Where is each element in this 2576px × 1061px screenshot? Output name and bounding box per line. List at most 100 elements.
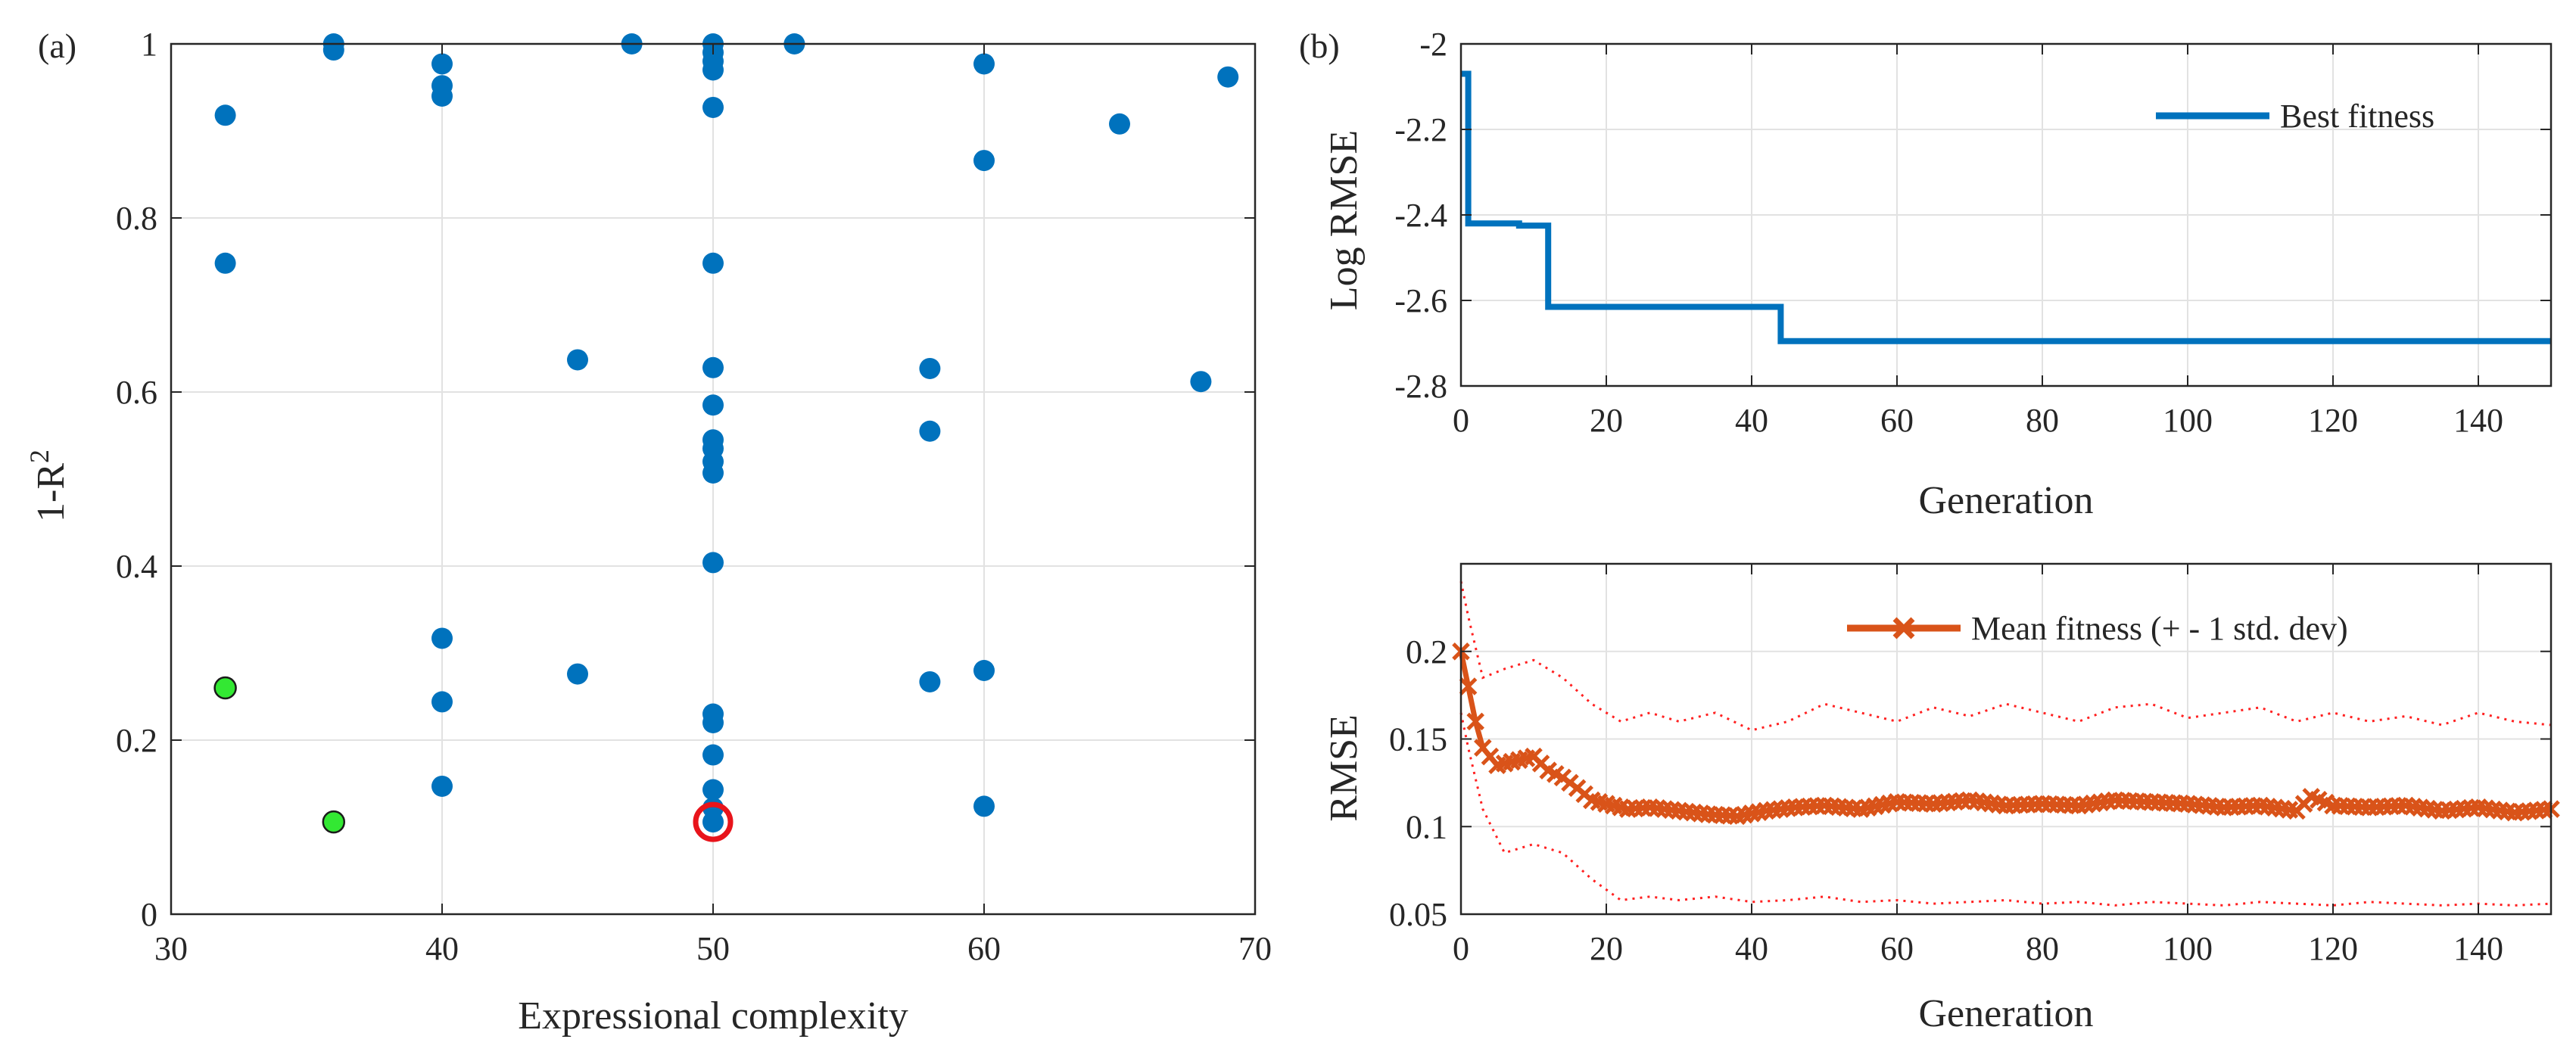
panel-a-point-models-10 xyxy=(567,349,588,371)
panel-c-mean-marker-34-b xyxy=(1699,805,1718,823)
panel-a-ylabel-sup: 2 xyxy=(24,450,55,463)
panel-a-ylabel-base: 1-R xyxy=(30,463,73,522)
panel-b-xtick-label-0: 0 xyxy=(1453,402,1469,439)
panel-b-legend: Best fitness xyxy=(2156,98,2434,135)
panel-c-mean-marker-114-b xyxy=(2280,801,2299,819)
panel-c-xtick-label-0: 0 xyxy=(1453,930,1469,967)
panel-c-xtick-label-4: 80 xyxy=(2026,930,2059,967)
panel-c-mean-marker-132-b xyxy=(2411,798,2429,817)
panel-b-ytick-label-0: -2.8 xyxy=(1394,368,1447,405)
panel-c-mean-marker-122-b xyxy=(2338,797,2356,816)
panel-c-mean-marker-74-b xyxy=(1989,795,2008,814)
panel-c-lines xyxy=(1452,580,2560,907)
panel-c-series-upper-std-line xyxy=(1459,580,2552,732)
panel-c-mean-marker-97-b xyxy=(2157,794,2175,812)
panel-a-point-models-33 xyxy=(919,420,941,442)
panel-a-point-models-39 xyxy=(1109,113,1130,135)
panel-c-mean-fitness: 0 20 40 60 80 100 120 140 0.05 0.1 0.15 0.2 Generat… xyxy=(1322,562,2560,1035)
panel-a-ytick-label-2: 0.4 xyxy=(116,548,157,585)
panel-c-mean-marker-144-b xyxy=(2498,802,2517,821)
panel-c-mean-marker-70-b xyxy=(1961,791,1979,810)
panel-a-ticks: 30 40 50 60 70 0 0.2 0.4 0.6 0.8 1 xyxy=(116,26,1272,967)
panel-c-mean-marker-100-b xyxy=(2179,795,2197,813)
panel-c-legend: Mean fitness (+ - 1 std. dev) xyxy=(1847,610,2348,647)
panel-c-mean-marker-140-b xyxy=(2469,798,2487,817)
panel-a-point-models-35 xyxy=(973,53,995,75)
panel-c-mean-marker-99-b xyxy=(2171,794,2190,813)
panel-a-point-models-32 xyxy=(919,357,941,379)
panel-c-mean-marker-80-b xyxy=(2033,795,2051,813)
panel-c-mean-marker-26-b xyxy=(1640,798,1659,817)
panel-c-mean-marker-119-b xyxy=(2316,793,2335,812)
panel-a-point-models-24 xyxy=(702,462,724,484)
panel-c-mean-marker-1 xyxy=(1459,677,1478,695)
panel-a-point-models-41 xyxy=(1217,66,1239,88)
panel-b-ytick-label-4: -2 xyxy=(1419,26,1447,63)
panel-a-xlabel: Expressional complexity xyxy=(518,994,908,1038)
panel-c-mean-marker-110-b xyxy=(2251,796,2269,815)
panel-a-ylabel: 1-R2 xyxy=(24,450,73,522)
panel-c-mean-marker-31-b xyxy=(1677,802,1696,821)
panel-c-mean-marker-117-b xyxy=(2302,788,2320,806)
panel-c-mean-marker-37-b xyxy=(1721,807,1739,825)
panel-a-point-models-37 xyxy=(973,660,995,681)
panel-a-points xyxy=(213,33,1239,842)
panel-a-point-models-4 xyxy=(431,53,453,75)
panel-a-point-models-19 xyxy=(702,356,724,378)
panel-c-mean-marker-53-b xyxy=(1837,798,1855,817)
panel-c-mean-marker-120-b xyxy=(2324,796,2342,815)
panel-c-mean-marker-113-b xyxy=(2273,799,2291,818)
panel-c-mean-marker-12-b xyxy=(1539,761,1557,779)
panel-c-xtick-label-6: 120 xyxy=(2308,930,2358,967)
panel-c-mean-marker-63-b xyxy=(1910,794,1928,812)
panel-c-mean-marker-111-b xyxy=(2258,798,2277,816)
panel-b-series-best-fitness-line xyxy=(1461,70,2551,344)
panel-c-legend-marker xyxy=(1892,617,1915,639)
panel-c-mean-marker-1-b xyxy=(1459,677,1478,695)
panel-c-mean-marker-30-b xyxy=(1670,801,1688,820)
panel-a-ytick-label-0: 0 xyxy=(141,896,157,933)
panel-a-point-models-1 xyxy=(214,252,236,274)
panel-c-mean-marker-83-b xyxy=(2055,795,2073,814)
panel-c-xtick-label-2: 40 xyxy=(1735,930,1768,967)
panel-a-label: (a) xyxy=(38,26,76,65)
panel-a-point-models-29 xyxy=(702,779,724,801)
panel-b-label: (b) xyxy=(1299,26,1340,65)
panel-c-mean-marker-102-b xyxy=(2193,796,2211,814)
panel-c-mean-marker-3-b xyxy=(1474,739,1492,757)
panel-a-point-selected-0-ring xyxy=(693,801,734,842)
panel-c-mean-marker-104-b xyxy=(2207,798,2226,816)
panel-c-ytick-label-2: 0.15 xyxy=(1389,721,1447,758)
panel-c-mean-marker-36-b xyxy=(1713,806,1732,824)
panel-b-ytick-label-1: -2.6 xyxy=(1394,282,1447,319)
panel-c-mean-marker-72-b xyxy=(1975,793,1993,812)
panel-c-mean-marker-54-b xyxy=(1844,799,1863,817)
panel-a-xtick-label-0: 30 xyxy=(154,930,188,967)
panel-c-mean-marker-134-b xyxy=(2425,801,2444,819)
panel-c-mean-marker-91-b xyxy=(2113,792,2132,810)
panel-c-mean-marker-141-b xyxy=(2476,799,2495,817)
panel-c-mean-marker-121-b xyxy=(2331,797,2350,815)
panel-a-ytick-label-5: 1 xyxy=(141,26,157,63)
panel-c-mean-marker-2 xyxy=(1466,712,1484,731)
panel-a-point-models-34 xyxy=(919,671,941,692)
panel-a-ytick-label-3: 0.6 xyxy=(116,374,157,411)
panel-a-point-models-8 xyxy=(431,691,453,713)
panel-a-point-models-11 xyxy=(567,663,588,685)
panel-a-point-models-3 xyxy=(322,39,344,61)
panel-a-point-models-0 xyxy=(214,104,236,126)
panel-c-mean-marker-131-b xyxy=(2403,798,2422,816)
panel-c-series-lower-std-line xyxy=(1459,712,2552,907)
panel-a-point-models-28 xyxy=(702,744,724,766)
panel-c-xtick-label-7: 140 xyxy=(2453,930,2503,967)
panel-c-ytick-label-1: 0.1 xyxy=(1406,808,1447,845)
panel-a-point-models-20 xyxy=(702,394,724,416)
panel-c-mean-marker-130-b xyxy=(2397,796,2415,815)
panel-c-mean-marker-62-b xyxy=(1902,794,1920,812)
panel-c-legend-label: Mean fitness (+ - 1 std. dev) xyxy=(1971,610,2348,647)
panel-c-mean-marker-20-b xyxy=(1597,795,1615,813)
panel-c-xtick-label-5: 100 xyxy=(2163,930,2213,967)
panel-a-ytick-label-1: 0.2 xyxy=(116,722,157,759)
panel-c-mean-marker-81-b xyxy=(2040,795,2059,814)
panel-b-ytick-label-2: -2.4 xyxy=(1394,197,1447,234)
